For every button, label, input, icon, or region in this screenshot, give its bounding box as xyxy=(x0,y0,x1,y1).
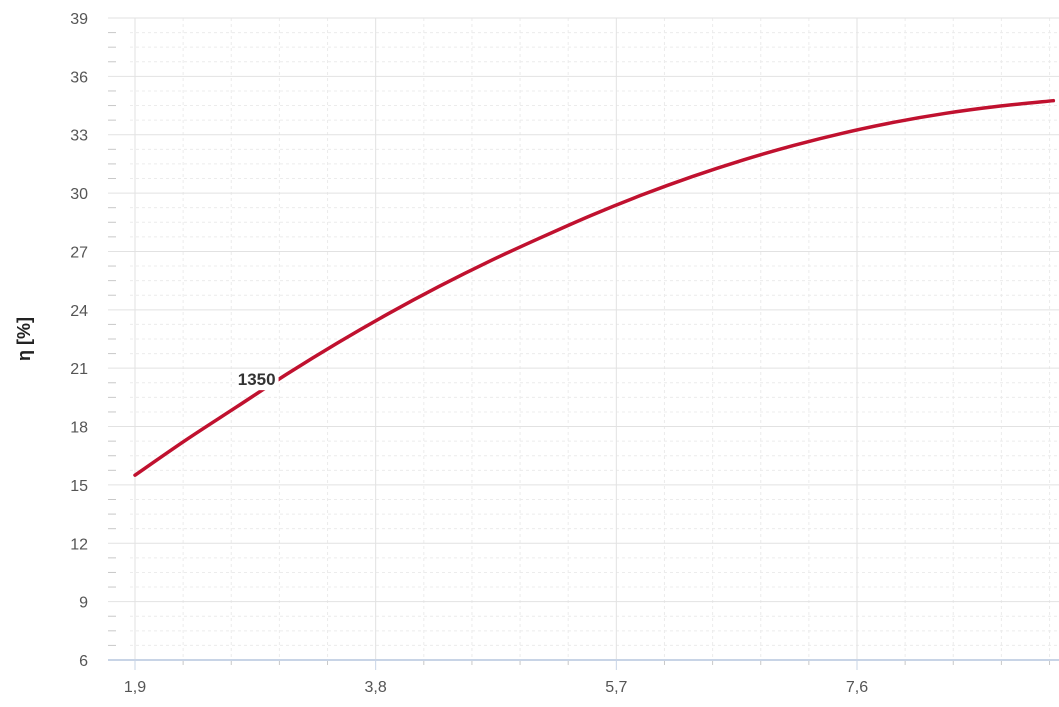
x-tick-label: 1,9 xyxy=(124,679,146,696)
y-tick-label: 27 xyxy=(70,244,88,261)
y-tick-label: 39 xyxy=(70,11,88,28)
axes xyxy=(108,32,1059,670)
y-tick-label: 18 xyxy=(70,420,88,437)
x-tick-label: 3,8 xyxy=(365,679,387,696)
y-tick-label: 21 xyxy=(70,361,88,378)
series-label: 1350 xyxy=(238,370,276,389)
x-tick-label: 7,6 xyxy=(846,679,868,696)
plot-area: 1350 xyxy=(133,98,1056,477)
y-tick-label: 9 xyxy=(79,595,88,612)
y-axis-title: η [%] xyxy=(14,317,34,361)
tick-labels: 6 9 12 15 18 21 24 27 30 33 36 39 1,9 3,8 5,7 7,6 xyxy=(70,11,868,696)
minor-grid xyxy=(130,18,1059,660)
y-tick-label: 12 xyxy=(70,536,88,553)
x-tick-label: 5,7 xyxy=(605,679,627,696)
series-label-background xyxy=(234,369,279,391)
y-tick-label: 6 xyxy=(79,653,88,670)
y-tick-label: 24 xyxy=(70,303,88,320)
y-tick-label: 33 xyxy=(70,128,88,145)
y-tick-label: 15 xyxy=(70,478,88,495)
y-tick-label: 30 xyxy=(70,186,88,203)
series-line-1350 xyxy=(133,98,1056,477)
y-tick-label: 36 xyxy=(70,69,88,86)
major-grid xyxy=(108,17,1059,661)
